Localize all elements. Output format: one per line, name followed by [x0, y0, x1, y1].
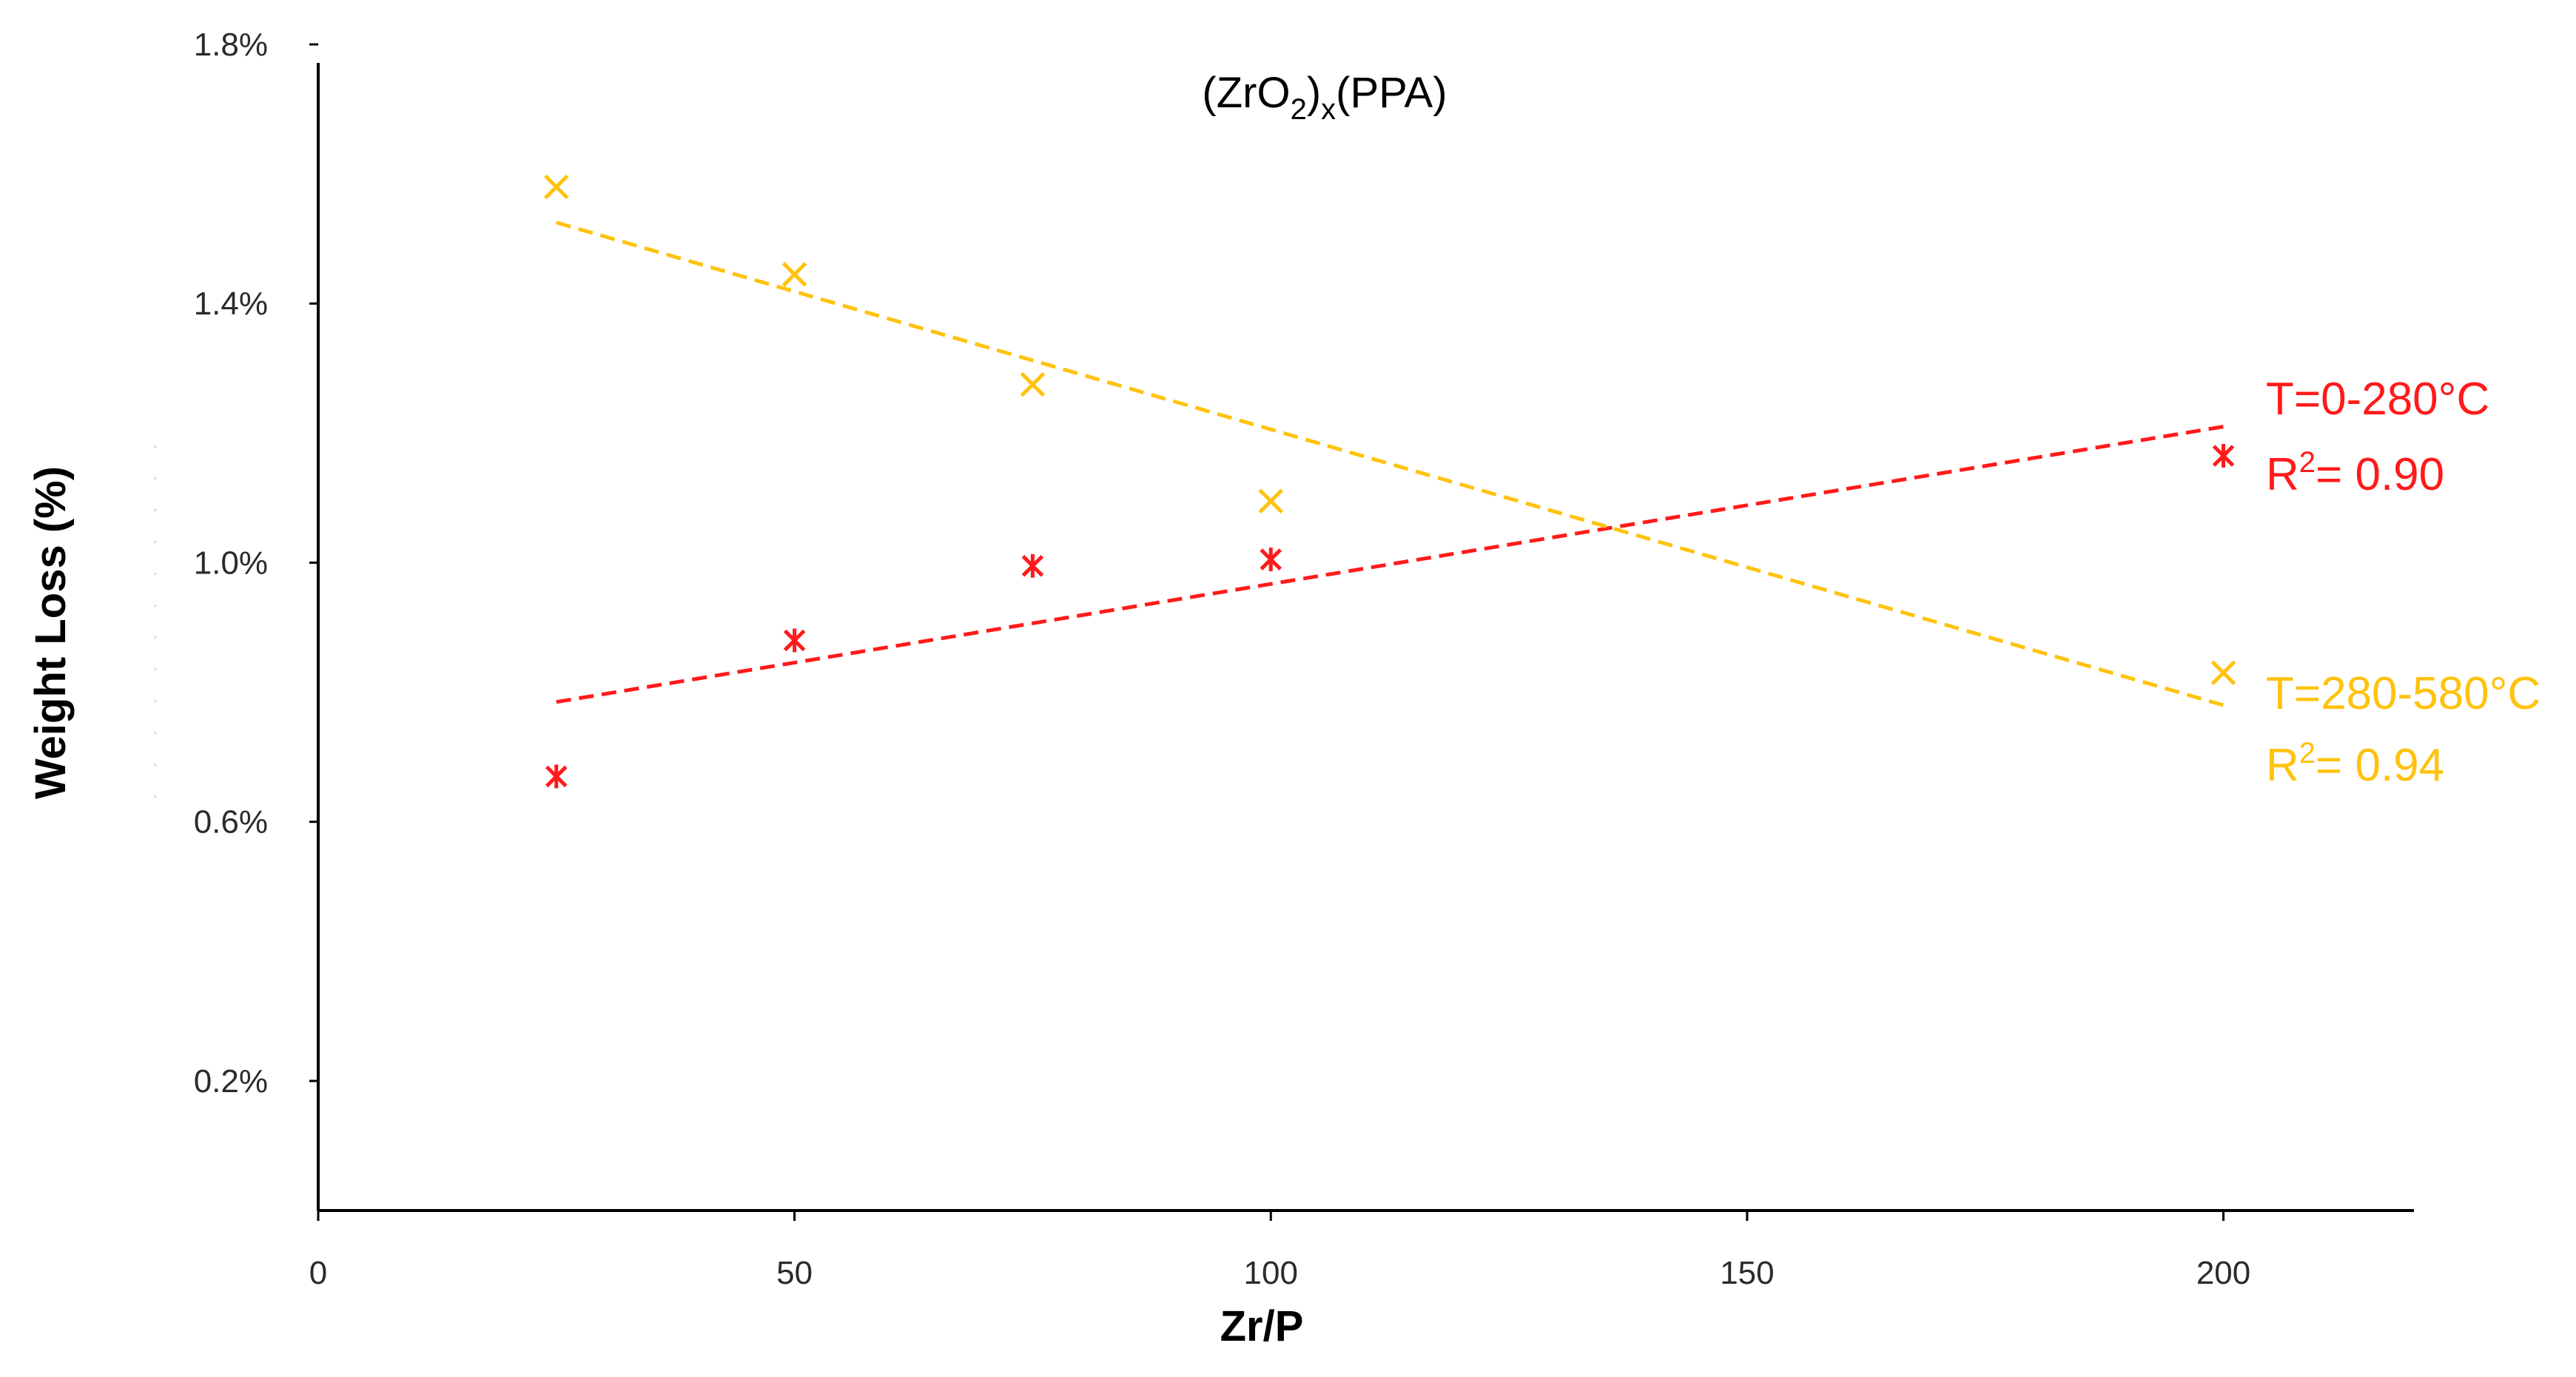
- r2-label-high-temp: R2= 0.94: [2266, 737, 2444, 791]
- x-tick-label: 100: [1244, 1255, 1298, 1291]
- high-temp-data-point: [1020, 371, 1046, 397]
- high-temp-data-point: [781, 262, 807, 287]
- x-tick-label: 50: [776, 1255, 813, 1291]
- low-temp-data-point: [545, 764, 568, 789]
- x-tick-label: 0: [309, 1255, 327, 1291]
- high-temp-data-point: [1258, 488, 1284, 514]
- chart-title: (ZrO2)x(PPA): [1202, 69, 1447, 126]
- legend-annotations: T=0-280°C R2= 0.90 T=280-580°C R2= 0.94: [2266, 374, 2540, 791]
- marker-stroke: [781, 262, 807, 287]
- low-temp-data-point: [783, 628, 806, 653]
- x-axis-ticks: 0 50 100 150 200: [309, 1211, 2250, 1291]
- marker-stroke: [1258, 488, 1284, 514]
- x-tick-label: 200: [2196, 1255, 2250, 1291]
- x-axis-title: Zr/P: [1220, 1302, 1304, 1350]
- y-tick-label: 0.6%: [194, 804, 268, 841]
- low-temp-data-point: [1021, 553, 1044, 578]
- y-tick-label: 1.4%: [194, 286, 268, 322]
- series-label-low-temp: T=0-280°C: [2266, 374, 2489, 425]
- y-axis-ticks: 0.2% 0.6% 1.0% 1.4% 1.8%: [194, 27, 318, 1100]
- y-tick-label: 1.0%: [194, 545, 268, 581]
- high-temp-data-point: [2210, 660, 2236, 686]
- data-points: [544, 174, 2236, 789]
- low-temp-data-point: [1260, 548, 1282, 572]
- y-tick-label: 0.2%: [194, 1063, 268, 1100]
- y-axis-title: Weight Loss (%): [27, 466, 75, 799]
- r2-label-low-temp: R2= 0.90: [2266, 446, 2444, 500]
- x-tick-label: 150: [1720, 1255, 1774, 1291]
- trendlines: [556, 220, 2224, 707]
- high-temp-data-point: [544, 174, 569, 200]
- low-temp-data-point: [2212, 443, 2235, 468]
- marker-stroke: [1020, 371, 1046, 397]
- marker-stroke: [544, 174, 569, 200]
- marker-stroke: [2210, 660, 2236, 686]
- trendline-low-temp: [556, 425, 2224, 704]
- y-tick-label: 1.8%: [194, 27, 268, 63]
- trendline-high-temp: [556, 220, 2224, 707]
- series-label-high-temp: T=280-580°C: [2266, 668, 2540, 719]
